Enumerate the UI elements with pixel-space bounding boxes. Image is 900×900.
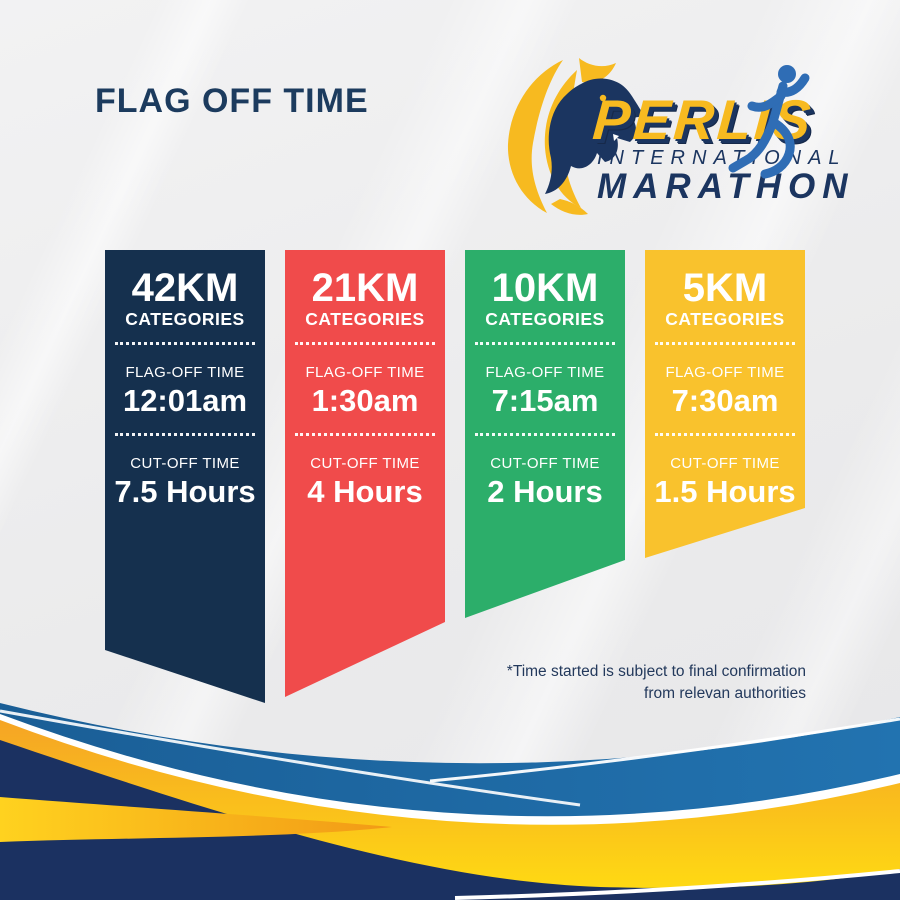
dotted-separator — [295, 342, 435, 345]
dotted-separator — [475, 342, 615, 345]
dotted-separator — [115, 342, 255, 345]
dotted-separator — [115, 433, 255, 436]
flag-off-time-value: 7:30am — [671, 383, 779, 418]
footnote-line2: from relevan authorities — [644, 685, 806, 702]
footnote: *Time started is subject to final confir… — [386, 661, 806, 705]
dotted-separator — [295, 433, 435, 436]
dotted-separator — [655, 342, 795, 345]
cut-off-time-value: 1.5 Hours — [654, 474, 796, 509]
categories-label: CATEGORIES — [305, 309, 425, 329]
categories-label: CATEGORIES — [485, 309, 605, 329]
distance-label: 21KM — [311, 266, 419, 310]
cut-off-time-label: CUT-OFF TIME — [310, 455, 420, 472]
marathon-logo: PERLIS INTERNATIONAL MARATHON — [497, 48, 857, 218]
lion-icon — [507, 58, 645, 215]
distance-label: 42KM — [131, 266, 239, 310]
wave-decoration — [0, 703, 900, 900]
page-title: FLAG OFF TIME — [95, 82, 369, 120]
category-banners: 42KM CATEGORIES FLAG-OFF TIME 12:01am CU… — [105, 250, 805, 703]
cut-off-time-label: CUT-OFF TIME — [670, 455, 780, 472]
flag-off-time-label: FLAG-OFF TIME — [125, 364, 245, 381]
wave-white-line-mid — [0, 709, 581, 807]
flag-off-time-label: FLAG-OFF TIME — [485, 364, 605, 381]
category-banner-10km: 10KM CATEGORIES FLAG-OFF TIME 7:15am CUT… — [465, 250, 625, 618]
wave-yellow-streak — [0, 797, 392, 842]
cut-off-time-value: 4 Hours — [307, 474, 423, 509]
flag-off-time-label: FLAG-OFF TIME — [665, 364, 785, 381]
cut-off-time-value: 7.5 Hours — [114, 474, 256, 509]
categories-label: CATEGORIES — [665, 309, 785, 329]
flag-off-time-label: FLAG-OFF TIME — [305, 364, 425, 381]
wave-white-line-top — [429, 717, 900, 783]
distance-label: 5KM — [682, 266, 768, 310]
wave-white-swoosh — [454, 869, 900, 900]
categories-label: CATEGORIES — [125, 309, 245, 329]
flag-off-time-value: 12:01am — [122, 383, 248, 418]
category-banner-21km: 21KM CATEGORIES FLAG-OFF TIME 1:30am CUT… — [285, 250, 445, 697]
runner-icon — [728, 65, 810, 179]
cut-off-time-label: CUT-OFF TIME — [130, 455, 240, 472]
distance-label: 10KM — [491, 266, 599, 310]
category-banner-42km: 42KM CATEGORIES FLAG-OFF TIME 12:01am CU… — [105, 250, 265, 703]
logo-word-marathon: MARATHON — [597, 167, 855, 206]
cut-off-time-label: CUT-OFF TIME — [490, 455, 600, 472]
footnote-line1: *Time started is subject to final confir… — [506, 663, 806, 680]
dotted-separator — [655, 433, 795, 436]
flag-off-time-value: 7:15am — [491, 383, 599, 418]
cut-off-time-value: 2 Hours — [487, 474, 603, 509]
flag-off-time-value: 1:30am — [311, 383, 419, 418]
category-banner-5km: 5KM CATEGORIES FLAG-OFF TIME 7:30am CUT-… — [645, 250, 805, 558]
dotted-separator — [475, 433, 615, 436]
wave-navy-fill — [0, 740, 900, 900]
